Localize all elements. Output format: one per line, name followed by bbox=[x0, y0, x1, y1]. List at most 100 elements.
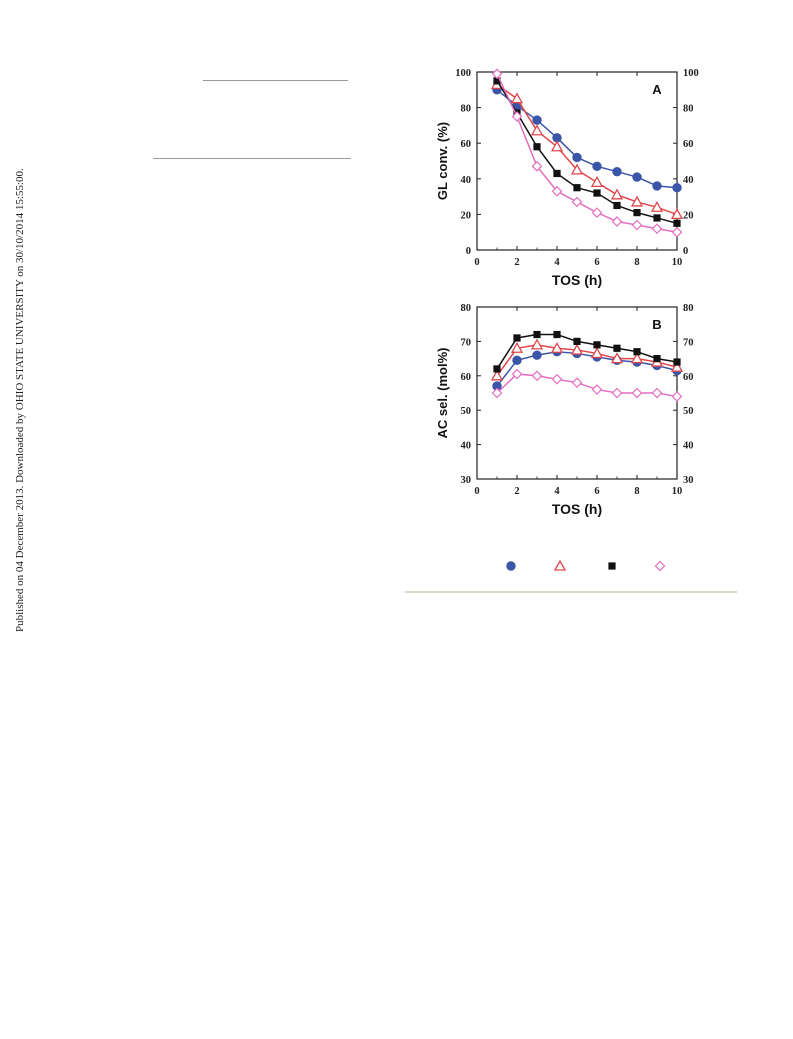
data-point bbox=[571, 377, 583, 389]
data-point bbox=[671, 391, 683, 402]
data-point bbox=[651, 387, 663, 399]
y-tick-label: 50 bbox=[461, 406, 472, 417]
data-point bbox=[650, 200, 664, 212]
y-tick-label-right: 40 bbox=[683, 441, 694, 452]
data-point bbox=[612, 166, 622, 177]
data-point bbox=[570, 343, 584, 355]
data-point bbox=[633, 348, 641, 356]
y-tick-label-right: 60 bbox=[683, 139, 694, 150]
y-tick-label: 20 bbox=[461, 210, 472, 221]
data-point bbox=[533, 143, 541, 151]
x-axis-label: TOS (h) bbox=[552, 272, 602, 288]
y-tick-label: 40 bbox=[461, 441, 472, 452]
y-tick-label-right: 70 bbox=[683, 337, 694, 348]
data-point bbox=[572, 152, 582, 163]
chart-legend bbox=[490, 558, 690, 574]
data-point bbox=[630, 195, 644, 207]
data-point bbox=[531, 160, 543, 172]
data-point bbox=[550, 341, 564, 353]
data-point bbox=[613, 344, 621, 352]
data-point bbox=[591, 384, 603, 395]
y-tick-label: 40 bbox=[461, 175, 472, 186]
data-point bbox=[653, 214, 661, 222]
y-tick-label: 60 bbox=[461, 372, 472, 383]
data-point bbox=[553, 169, 561, 178]
data-point bbox=[551, 185, 563, 197]
data-point bbox=[531, 370, 543, 382]
x-tick-label: 8 bbox=[634, 486, 639, 497]
data-point bbox=[533, 330, 541, 339]
data-point bbox=[632, 172, 642, 182]
series-square-filled bbox=[493, 330, 681, 373]
y-tick-label: 70 bbox=[461, 337, 472, 348]
data-point bbox=[673, 219, 681, 227]
data-point bbox=[511, 111, 523, 122]
series-circle-filled bbox=[492, 347, 682, 391]
data-point bbox=[491, 387, 503, 399]
panel-label: B bbox=[652, 317, 661, 332]
y-axis-label: GL conv. (%) bbox=[435, 122, 450, 200]
x-tick-label: 0 bbox=[474, 257, 479, 268]
data-point bbox=[592, 161, 602, 172]
data-point bbox=[532, 350, 542, 360]
series-diamond-open bbox=[491, 68, 683, 238]
data-point bbox=[633, 209, 641, 217]
data-point bbox=[593, 189, 601, 197]
data-point bbox=[493, 77, 501, 85]
data-point bbox=[491, 68, 503, 80]
legend-marker-circle-filled bbox=[506, 561, 516, 571]
legend-marker-triangle-open bbox=[553, 559, 567, 571]
y-tick-label-right: 40 bbox=[683, 175, 694, 186]
series-line bbox=[496, 80, 678, 225]
data-point bbox=[530, 338, 544, 350]
data-point bbox=[590, 347, 604, 359]
legend-marker-diamond-open bbox=[654, 560, 666, 572]
y-tick-label: 80 bbox=[461, 104, 472, 115]
series-line bbox=[496, 333, 678, 370]
data-point bbox=[670, 208, 684, 220]
data-point bbox=[670, 360, 684, 372]
series-line bbox=[496, 350, 678, 387]
y-tick-label: 30 bbox=[461, 475, 472, 486]
y-tick-label: 80 bbox=[461, 303, 472, 314]
data-point bbox=[611, 387, 623, 399]
data-point bbox=[551, 373, 563, 385]
y-tick-label-right: 80 bbox=[683, 303, 694, 314]
data-point bbox=[653, 355, 661, 363]
x-axis-label: TOS (h) bbox=[552, 501, 602, 517]
data-point bbox=[510, 341, 524, 353]
y-tick-label-right: 20 bbox=[683, 210, 694, 221]
series-line bbox=[496, 73, 678, 233]
x-tick-label: 6 bbox=[594, 486, 599, 497]
data-point bbox=[671, 226, 683, 238]
y-tick-label-right: 30 bbox=[683, 475, 694, 486]
data-point bbox=[652, 181, 662, 191]
data-point bbox=[591, 207, 603, 218]
x-tick-label: 2 bbox=[514, 257, 519, 268]
y-axis-label: AC sel. (mol%) bbox=[435, 347, 450, 438]
y-tick-label-right: 100 bbox=[683, 68, 699, 79]
data-point bbox=[490, 369, 504, 381]
x-tick-label: 2 bbox=[514, 486, 519, 497]
x-tick-label: 6 bbox=[594, 257, 599, 268]
data-point bbox=[610, 188, 624, 200]
y-tick-label: 0 bbox=[466, 246, 471, 257]
y-tick-label-right: 0 bbox=[683, 246, 688, 257]
table-rule-bottom bbox=[153, 158, 351, 159]
series-triangle-open bbox=[490, 78, 684, 220]
data-point bbox=[613, 201, 621, 210]
data-point bbox=[573, 184, 581, 192]
series-diamond-open bbox=[491, 368, 683, 402]
data-point bbox=[631, 219, 643, 231]
data-point bbox=[593, 341, 601, 349]
data-point bbox=[513, 334, 521, 342]
data-point bbox=[673, 358, 681, 366]
y-tick-label: 100 bbox=[455, 68, 471, 79]
x-tick-label: 0 bbox=[474, 486, 479, 497]
series-line bbox=[496, 373, 678, 398]
data-point bbox=[571, 196, 583, 208]
data-point bbox=[570, 163, 584, 175]
data-point bbox=[493, 365, 501, 373]
